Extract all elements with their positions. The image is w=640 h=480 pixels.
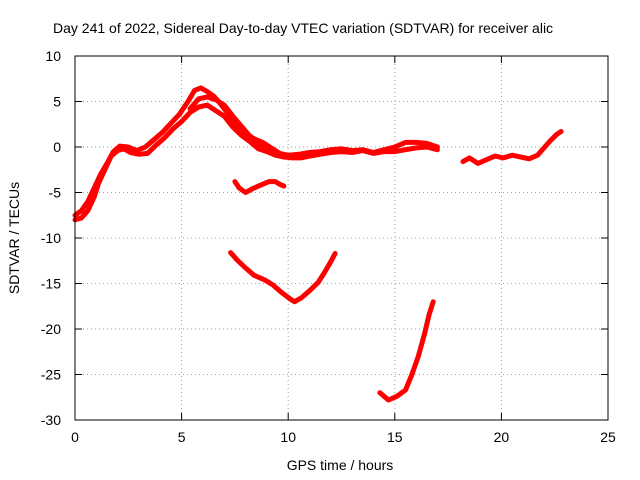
y-tick-label: 5 (53, 94, 61, 110)
x-axis-label: GPS time / hours (287, 457, 394, 473)
x-tick-label: 25 (600, 429, 616, 445)
x-tick-label: 15 (387, 429, 403, 445)
y-tick-label: 0 (53, 139, 61, 155)
y-tick-label: -20 (41, 321, 61, 337)
y-tick-label: -10 (41, 230, 61, 246)
chart-title: Day 241 of 2022, Sidereal Day-to-day VTE… (53, 20, 553, 36)
x-tick-label: 5 (178, 429, 186, 445)
data-series (72, 85, 564, 403)
y-axis-label: SDTVAR / TECUs (6, 182, 22, 294)
y-tick-label: -15 (41, 276, 61, 292)
y-tick-label: -25 (41, 367, 61, 383)
series-late-segment (460, 129, 564, 166)
grid-lines (75, 56, 608, 420)
series-arc-minus15 (228, 250, 338, 305)
x-tick-label: 0 (71, 429, 79, 445)
y-tick-label: -30 (41, 412, 61, 428)
series-arc-minus27 (377, 299, 436, 403)
series-main-lower (72, 102, 440, 223)
tick-labels: 0 5 10 15 20 25 -30 -25 -20 -15 -10 -5 0 5 10 (41, 48, 616, 445)
y-tick-label: 10 (45, 48, 61, 64)
axis-ticks (74, 55, 609, 421)
x-tick-label: 10 (280, 429, 296, 445)
series-main-middle (187, 94, 278, 155)
y-tick-label: -5 (49, 185, 62, 201)
x-tick-label: 20 (494, 429, 510, 445)
plot-frame (74, 55, 609, 421)
series-arc-minus4 (232, 179, 287, 195)
